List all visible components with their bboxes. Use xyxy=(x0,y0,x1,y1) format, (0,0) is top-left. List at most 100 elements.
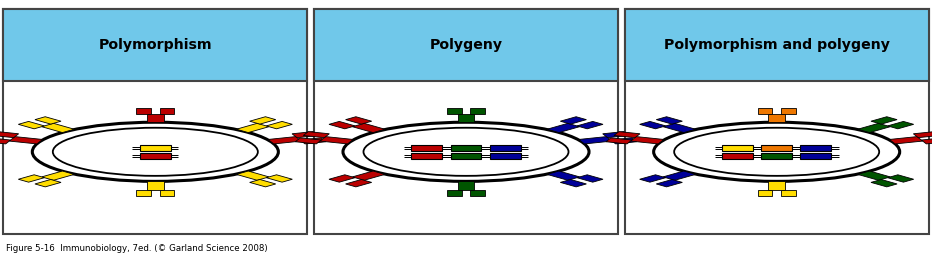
Polygon shape xyxy=(610,138,637,144)
Bar xyxy=(801,145,831,150)
Polygon shape xyxy=(887,175,913,182)
Bar xyxy=(140,145,171,150)
Polygon shape xyxy=(447,108,461,114)
Polygon shape xyxy=(887,121,913,129)
Polygon shape xyxy=(639,175,665,182)
Polygon shape xyxy=(458,114,474,122)
Polygon shape xyxy=(606,138,632,144)
Polygon shape xyxy=(758,108,773,114)
Polygon shape xyxy=(447,190,461,196)
Polygon shape xyxy=(267,121,293,129)
Ellipse shape xyxy=(363,128,569,176)
Polygon shape xyxy=(471,108,485,114)
Polygon shape xyxy=(922,138,932,144)
Polygon shape xyxy=(267,175,293,182)
Ellipse shape xyxy=(33,122,279,181)
Bar xyxy=(314,9,618,234)
Ellipse shape xyxy=(653,122,899,181)
Polygon shape xyxy=(19,121,45,129)
Bar xyxy=(722,145,753,150)
Polygon shape xyxy=(871,180,898,187)
Bar xyxy=(412,153,443,158)
Text: Polymorphism: Polymorphism xyxy=(99,38,212,52)
Polygon shape xyxy=(320,136,353,144)
Polygon shape xyxy=(346,180,372,187)
Polygon shape xyxy=(346,117,372,124)
Polygon shape xyxy=(147,114,164,122)
Polygon shape xyxy=(295,138,322,144)
Bar xyxy=(761,153,792,158)
Polygon shape xyxy=(889,136,923,144)
Bar xyxy=(624,9,928,234)
Bar xyxy=(4,9,308,234)
Polygon shape xyxy=(781,190,796,196)
Polygon shape xyxy=(547,123,580,133)
Polygon shape xyxy=(147,181,164,190)
Polygon shape xyxy=(560,180,586,187)
Polygon shape xyxy=(577,175,603,182)
Bar xyxy=(451,153,481,158)
Text: Figure 5-16  Immunobiology, 7ed. (© Garland Science 2008): Figure 5-16 Immunobiology, 7ed. (© Garla… xyxy=(6,244,267,253)
Polygon shape xyxy=(560,117,586,124)
Polygon shape xyxy=(250,180,276,187)
Text: Polymorphism and polygeny: Polymorphism and polygeny xyxy=(664,38,890,52)
Polygon shape xyxy=(663,171,695,180)
Polygon shape xyxy=(781,108,796,114)
Bar xyxy=(140,153,171,158)
Bar xyxy=(4,9,308,81)
Polygon shape xyxy=(136,108,151,114)
Polygon shape xyxy=(268,136,301,144)
Polygon shape xyxy=(9,136,43,144)
Polygon shape xyxy=(159,108,174,114)
Polygon shape xyxy=(352,123,385,133)
Polygon shape xyxy=(42,123,75,133)
Polygon shape xyxy=(579,136,612,144)
Polygon shape xyxy=(159,190,174,196)
Bar xyxy=(490,145,521,150)
Polygon shape xyxy=(656,117,682,124)
Polygon shape xyxy=(758,190,773,196)
Polygon shape xyxy=(547,171,580,180)
Ellipse shape xyxy=(674,128,879,176)
Polygon shape xyxy=(303,132,329,138)
Polygon shape xyxy=(329,121,355,129)
Polygon shape xyxy=(329,175,355,182)
Polygon shape xyxy=(19,175,45,182)
Polygon shape xyxy=(0,138,10,144)
Bar xyxy=(314,9,618,81)
Polygon shape xyxy=(768,181,785,190)
Polygon shape xyxy=(458,181,474,190)
Bar xyxy=(761,145,792,150)
Polygon shape xyxy=(913,132,932,138)
Ellipse shape xyxy=(53,128,258,176)
Polygon shape xyxy=(352,171,385,180)
Bar xyxy=(412,145,443,150)
Bar xyxy=(490,153,521,158)
Polygon shape xyxy=(857,171,890,180)
Polygon shape xyxy=(614,132,640,138)
Polygon shape xyxy=(639,121,665,129)
Polygon shape xyxy=(871,117,898,124)
Polygon shape xyxy=(292,132,318,138)
Polygon shape xyxy=(857,123,890,133)
Bar xyxy=(722,153,753,158)
Polygon shape xyxy=(237,123,269,133)
Bar xyxy=(624,9,928,81)
Polygon shape xyxy=(300,138,326,144)
Polygon shape xyxy=(34,117,61,124)
Bar xyxy=(451,145,481,150)
Polygon shape xyxy=(577,121,603,129)
Polygon shape xyxy=(656,180,682,187)
Ellipse shape xyxy=(343,122,589,181)
Polygon shape xyxy=(768,114,785,122)
Text: Polygeny: Polygeny xyxy=(430,38,502,52)
Polygon shape xyxy=(136,190,151,196)
Bar xyxy=(801,153,831,158)
Polygon shape xyxy=(250,117,276,124)
Polygon shape xyxy=(34,180,61,187)
Polygon shape xyxy=(42,171,75,180)
Polygon shape xyxy=(237,171,269,180)
Polygon shape xyxy=(631,136,664,144)
Polygon shape xyxy=(0,132,19,138)
Polygon shape xyxy=(603,132,629,138)
